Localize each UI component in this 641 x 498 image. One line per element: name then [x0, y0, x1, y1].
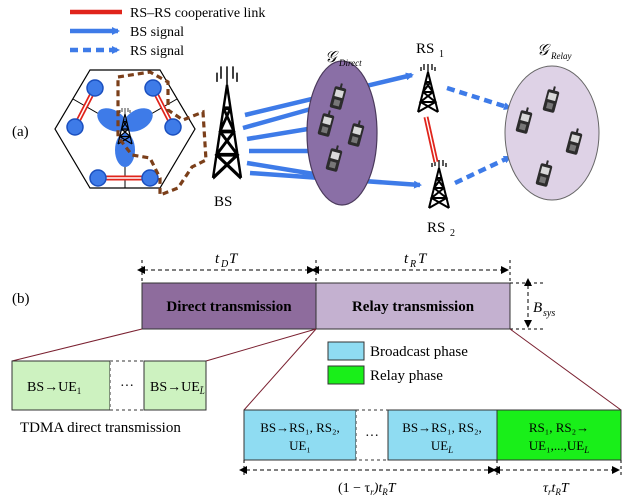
broadcast-cell-uel-line2: UEL	[431, 438, 453, 455]
legend-broadcast-swatch	[327, 341, 365, 361]
svg-text:t: t	[404, 251, 409, 267]
part-b-label: (b)	[12, 291, 30, 307]
relay-group-subscript: Relay	[550, 51, 572, 61]
tdma-cell-ue1-text: BS→UE1	[27, 380, 81, 396]
legend-relay-label: Relay phase	[370, 368, 443, 384]
legend-bs-signal-label: BS signal	[130, 25, 184, 40]
legend-relay-swatch	[327, 365, 365, 385]
bottom-right-duration: τrtRT	[543, 481, 570, 497]
top-timing-brackets	[137, 260, 511, 282]
tdma-cell-ue1	[11, 360, 111, 411]
broadcast-cell-ue1	[243, 409, 357, 461]
tdma-cell-uel	[143, 360, 207, 411]
zoom-lines	[11, 328, 622, 411]
relay-transmission-label: Relay transmission	[352, 299, 475, 315]
tr-label: t R T	[404, 251, 428, 270]
relay-group	[504, 65, 600, 201]
bs-tower-icon	[211, 64, 243, 180]
hexagon-cell	[54, 69, 208, 198]
direct-group-subscript: Direct	[338, 58, 362, 68]
broadcast-dots: ···	[365, 429, 379, 444]
rs1-subscript: 1	[439, 49, 444, 60]
legend-broadcast-label: Broadcast phase	[370, 344, 468, 360]
legend: RS–RS cooperative link BS signal RS sign…	[70, 6, 265, 59]
bottom-left-duration: (1 − τr)tRT	[338, 481, 397, 497]
broadcast-cell-uel-line1: BS→RS₁, RS₂,	[402, 420, 482, 435]
relay-transmission-box	[315, 282, 511, 330]
bsys-dimension: B sys	[510, 278, 555, 330]
rs2-subscript: 2	[450, 228, 455, 239]
rs1-label: RS	[416, 41, 434, 57]
direct-group	[306, 60, 378, 206]
tdma-cell-uel-text: BS→UEL̄	[150, 380, 205, 396]
relay-group-symbol: 𝒢	[537, 42, 551, 59]
svg-text:B: B	[533, 300, 542, 316]
relay-phase-cell-line2: UE₁,...,UEL	[529, 438, 589, 455]
broadcast-dots-cell	[355, 409, 389, 461]
direct-transmission-label: Direct transmission	[166, 299, 292, 315]
td-label: t D T	[215, 251, 239, 270]
relay-phase-cell-line1: RS₁, RS₂→	[529, 420, 589, 435]
svg-text:T: T	[418, 251, 428, 267]
bottom-timing-brackets	[239, 460, 622, 478]
rs2-tower-icon	[428, 159, 450, 209]
tdma-dots: ···	[120, 379, 134, 394]
svg-text:sys: sys	[543, 308, 555, 319]
rs2-label: RS	[427, 220, 445, 236]
broadcast-cell-ue1-line1: BS→RS₁, RS₂,	[260, 420, 340, 435]
svg-text:T: T	[229, 251, 239, 267]
legend-rs-signal-label: RS signal	[130, 44, 184, 59]
rs1-tower-icon	[417, 63, 439, 113]
legend-rs-link-label: RS–RS cooperative link	[130, 6, 265, 21]
part-a-label: (a)	[12, 124, 29, 140]
broadcast-cell-uel	[387, 409, 498, 461]
rs-signal-arrows	[446, 85, 512, 186]
direct-transmission-box	[141, 282, 317, 330]
tdma-caption: TDMA direct transmission	[20, 420, 181, 436]
relay-phase-cell	[496, 409, 622, 461]
svg-text:R: R	[409, 259, 416, 270]
svg-text:D: D	[220, 259, 229, 270]
svg-text:t: t	[215, 251, 220, 267]
broadcast-cell-ue1-line2: UE₁	[289, 438, 311, 453]
bs-label: BS	[214, 194, 232, 210]
tdma-dots-cell	[109, 360, 145, 411]
direct-group-symbol: 𝒢	[325, 49, 339, 66]
